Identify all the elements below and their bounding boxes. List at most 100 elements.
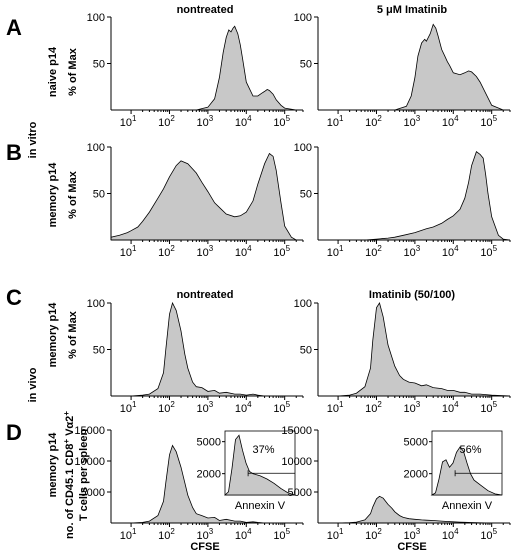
panel-letter-a: A (6, 15, 22, 40)
x-tick-label: 105 (480, 400, 497, 415)
label-memory-p14-d: memory p14 (47, 432, 59, 498)
histogram-c-right (318, 302, 511, 397)
x-tick-label: 104 (442, 244, 459, 259)
y-tick-label: 15000 (281, 425, 312, 437)
x-tick-label: 102 (365, 244, 382, 259)
y-tick-label: 5000 (288, 487, 312, 499)
plot-a-left: 101 102 103 104 105 50 100 (87, 12, 304, 129)
x-tick-label: 101 (327, 527, 344, 542)
label-memory-p14-c: memory p14 (47, 302, 59, 368)
xlabel-cfse-right: CFSE (397, 541, 426, 553)
plot-a-right: 101 102 103 104 105 50 100 (294, 12, 511, 129)
inset-y-tick-label: 5000 (197, 437, 221, 449)
inset-percentage: 56% (459, 444, 481, 456)
y-tick-label: 50 (300, 59, 312, 71)
plot-b-right: 101 102 103 104 105 50 100 (294, 142, 511, 259)
plot-d-left: 101 102 103 104 105 5000 10000 15000 37% 2000 5000… (74, 425, 304, 542)
label-naive-p14: naive p14 (47, 46, 59, 97)
panel-letter-d: D (6, 420, 22, 445)
x-tick-label: 105 (273, 400, 290, 415)
x-tick-label: 104 (235, 114, 252, 129)
x-tick-label: 104 (235, 527, 252, 542)
plots: 101 102 103 104 105 50 100 101 102 103 104 105 50 100… (74, 12, 511, 542)
x-tick-label: 102 (365, 400, 382, 415)
ylabel-pct-max-b: % of Max (67, 170, 79, 219)
x-tick-label: 105 (273, 114, 290, 129)
y-tick-label: 50 (93, 189, 105, 201)
ylabel-pct-max-c: % of Max (67, 310, 79, 359)
x-tick-label: 102 (158, 114, 175, 129)
x-tick-label: 103 (197, 244, 214, 259)
inset-y-tick-label: 5000 (404, 437, 428, 449)
inset-histogram (223, 434, 296, 496)
panel-letter-c: C (6, 285, 22, 310)
histogram-a-left (111, 25, 303, 111)
x-tick-label: 104 (442, 527, 459, 542)
panel-letter-b: B (6, 140, 22, 165)
x-tick-label: 105 (480, 114, 497, 129)
y-tick-label: 10000 (74, 456, 105, 468)
y-tick-label: 100 (294, 12, 312, 24)
x-tick-label: 103 (404, 527, 421, 542)
x-tick-label: 101 (120, 114, 137, 129)
x-tick-label: 104 (235, 400, 252, 415)
x-tick-label: 105 (273, 527, 290, 542)
y-tick-label: 100 (87, 12, 105, 24)
y-tick-label: 100 (87, 298, 105, 310)
x-tick-label: 102 (365, 114, 382, 129)
inset-histogram (430, 446, 503, 496)
x-tick-label: 105 (480, 527, 497, 542)
xlabel-cfse-left: CFSE (190, 541, 219, 553)
inset-xlabel: Annexin V (235, 500, 286, 512)
inset-y-tick-label: 2000 (197, 469, 221, 481)
x-tick-label: 103 (197, 527, 214, 542)
x-tick-label: 101 (327, 400, 344, 415)
y-tick-label: 10000 (281, 456, 312, 468)
x-tick-label: 102 (158, 244, 175, 259)
x-tick-label: 101 (120, 244, 137, 259)
label-memory-p14-b: memory p14 (47, 162, 59, 228)
y-tick-label: 100 (294, 298, 312, 310)
y-tick-label: 5000 (81, 487, 105, 499)
histogram-d-right (318, 495, 510, 524)
plot-b-left: 101 102 103 104 105 50 100 (87, 142, 304, 259)
label-in-vitro: in vitro (27, 121, 39, 158)
plot-c-right: 101 102 103 104 105 50 100 (294, 298, 511, 415)
y-tick-label: 100 (294, 142, 312, 154)
y-tick-label: 100 (87, 142, 105, 154)
header-nontreated-c: nontreated (177, 289, 234, 301)
inset-xlabel: Annexin V (442, 500, 493, 512)
inset-d-right: 56% 2000 5000 Annexin V (404, 430, 503, 512)
x-tick-label: 104 (235, 244, 252, 259)
x-tick-label: 105 (480, 244, 497, 259)
x-tick-label: 104 (442, 114, 459, 129)
plot-c-left: 101 102 103 104 105 50 100 (87, 298, 304, 415)
header-nontreated-a: nontreated (177, 4, 234, 16)
label-in-vivo: in vivo (27, 367, 39, 402)
x-tick-label: 103 (404, 114, 421, 129)
histogram-a-right (318, 23, 510, 111)
x-tick-label: 103 (404, 400, 421, 415)
y-tick-label: 50 (300, 189, 312, 201)
inset-percentage: 37% (252, 444, 274, 456)
ylabel-count-line2: T cells per spleen (78, 429, 90, 522)
x-tick-label: 103 (197, 400, 214, 415)
header-imatinib-50-100: Imatinib (50/100) (369, 289, 456, 301)
y-tick-label: 50 (300, 345, 312, 357)
x-tick-label: 105 (273, 244, 290, 259)
y-tick-label: 50 (93, 345, 105, 357)
y-tick-label: 50 (93, 59, 105, 71)
static-labels: A B C D nontreated 5 μM Imatinib nontrea… (6, 4, 455, 553)
ylabel-count-line1: no. of CD45.1 CD8+ Vα2+ (62, 411, 76, 539)
histogram-c-left (111, 301, 303, 397)
x-tick-label: 101 (327, 114, 344, 129)
inset-y-tick-label: 2000 (404, 469, 428, 481)
ylabel-pct-max-a: % of Max (67, 47, 79, 96)
x-tick-label: 102 (365, 527, 382, 542)
x-tick-label: 101 (327, 244, 344, 259)
histogram-b-left (110, 152, 303, 241)
x-tick-label: 101 (120, 527, 137, 542)
histogram-b-right (318, 151, 511, 241)
inset-d-left: 37% 2000 5000 Annexin V (197, 430, 296, 512)
